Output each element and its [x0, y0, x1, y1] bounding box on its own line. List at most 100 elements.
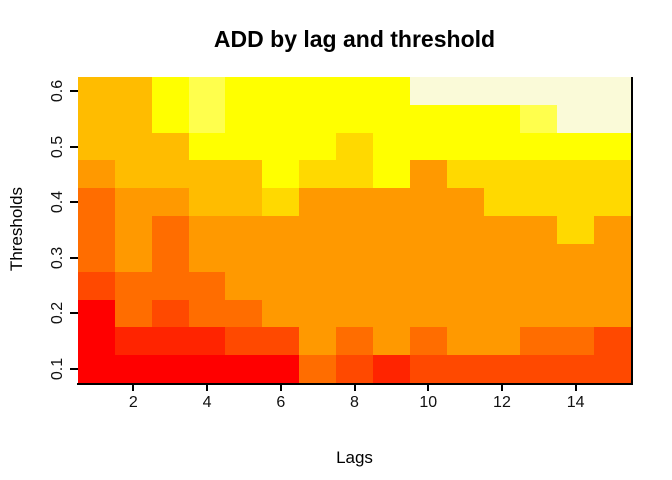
heatmap-cell [114, 77, 153, 106]
heatmap-cell [151, 104, 190, 134]
heatmap-cell [594, 327, 632, 356]
heatmap-cell [483, 104, 522, 134]
heatmap-cell [188, 104, 227, 134]
heatmap-cell [409, 243, 448, 273]
heatmap-cell [225, 77, 264, 106]
heatmap-cell [225, 299, 264, 329]
heatmap-cell [483, 216, 522, 245]
x-tick-mark [427, 384, 430, 391]
heatmap-cell [409, 355, 448, 384]
heatmap-cell [557, 77, 595, 106]
plot-right-border [631, 77, 633, 385]
heatmap-cell [594, 299, 632, 329]
x-tick-label: 6 [276, 394, 286, 411]
heatmap-cell [78, 327, 116, 356]
heatmap-cell [594, 104, 632, 134]
heatmap-cell [262, 104, 300, 134]
y-tick-label: 0.6 [49, 79, 66, 103]
heatmap-cell [483, 188, 522, 217]
heatmap-cell [78, 299, 116, 329]
heatmap-cell [557, 299, 595, 329]
heatmap-cell [262, 160, 300, 190]
heatmap-cell [299, 271, 337, 301]
heatmap-cell [299, 327, 337, 356]
heatmap-cell [594, 160, 632, 190]
heatmap-cell [188, 243, 227, 273]
heatmap-cell [409, 132, 448, 162]
heatmap-cell [336, 132, 374, 162]
heatmap-cell [262, 327, 300, 356]
heatmap-cell [557, 243, 595, 273]
heatmap-cell [336, 355, 374, 384]
y-tick-mark [70, 89, 78, 92]
heatmap-cell [114, 243, 153, 273]
x-tick-label: 10 [419, 394, 438, 411]
heatmap-cell [299, 299, 337, 329]
heatmap-cell [78, 216, 116, 245]
heatmap-cell [336, 104, 374, 134]
heatmap-cell [372, 188, 411, 217]
heatmap-cell [594, 188, 632, 217]
heatmap-cell [188, 132, 227, 162]
heatmap-cell [151, 327, 190, 356]
heatmap-cell [372, 77, 411, 106]
heatmap-cell [446, 77, 485, 106]
x-tick-label: 12 [493, 394, 511, 411]
heatmap-cell [225, 355, 264, 384]
heatmap-cell [114, 271, 153, 301]
y-tick-mark [70, 256, 78, 259]
heatmap-cell [188, 77, 227, 106]
y-tick-label: 0.4 [49, 191, 66, 214]
heatmap-cell [225, 188, 264, 217]
heatmap-cell [262, 299, 300, 329]
heatmap-cell [446, 132, 485, 162]
heatmap-cell [151, 271, 190, 301]
heatmap-cell [114, 327, 153, 356]
x-tick-label: 2 [128, 394, 138, 411]
heatmap-cell [594, 243, 632, 273]
heatmap-cell [372, 299, 411, 329]
heatmap-cell [336, 77, 374, 106]
heatmap-cell [372, 271, 411, 301]
heatmap-cell [188, 160, 227, 190]
heatmap-cell [557, 271, 595, 301]
heatmap-cell [336, 327, 374, 356]
heatmap-cell [446, 188, 485, 217]
heatmap-cell [188, 299, 227, 329]
heatmap-cell [594, 355, 632, 384]
heatmap-cell [151, 243, 190, 273]
heatmap-cell [520, 243, 559, 273]
x-tick-mark [353, 384, 356, 391]
heatmap-cell [557, 160, 595, 190]
heatmap-cell [520, 77, 559, 106]
heatmap-cell [299, 160, 337, 190]
heatmap-cell [409, 299, 448, 329]
heatmap-cell [188, 355, 227, 384]
heatmap-cell [114, 104, 153, 134]
heatmap-cell [114, 355, 153, 384]
y-tick-label: 0.3 [49, 246, 66, 269]
heatmap-cell [151, 160, 190, 190]
heatmap-cell [336, 271, 374, 301]
heatmap-cell [225, 216, 264, 245]
heatmap-cell [299, 132, 337, 162]
heatmap-cell [151, 132, 190, 162]
heatmap-cell [262, 132, 300, 162]
heatmap-cell [483, 355, 522, 384]
heatmap-cell [483, 243, 522, 273]
heatmap-cell [372, 327, 411, 356]
heatmap-cell [483, 160, 522, 190]
x-tick-label: 8 [350, 394, 359, 411]
heatmap-cell [409, 216, 448, 245]
y-tick-mark [70, 312, 78, 315]
heatmap-cell [225, 327, 264, 356]
heatmap-cell [446, 160, 485, 190]
heatmap-cell [483, 77, 522, 106]
heatmap-cell [520, 104, 559, 134]
heatmap-cell [262, 243, 300, 273]
heatmap-cell [78, 77, 116, 106]
x-axis-title: Lags [336, 448, 373, 467]
heatmap-cell [409, 271, 448, 301]
heatmap-cell [78, 271, 116, 301]
y-tick-label: 0.2 [49, 302, 66, 325]
